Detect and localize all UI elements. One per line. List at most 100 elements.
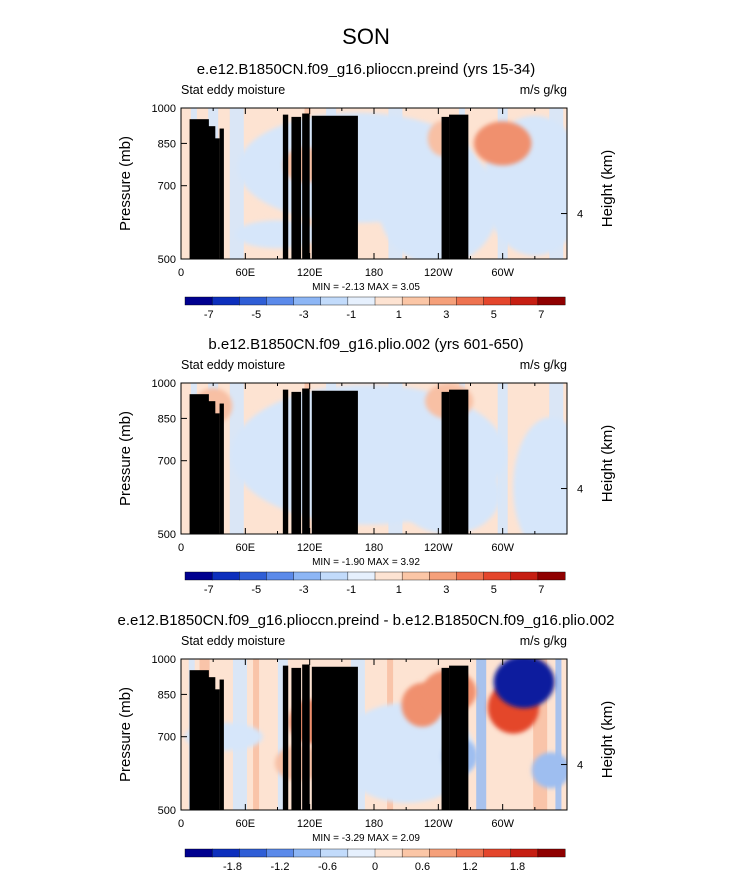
colorbar-swatch — [293, 571, 322, 581]
colorbar-swatch — [239, 571, 267, 581]
colorbar-swatch — [483, 848, 512, 858]
plot-area — [181, 659, 567, 810]
ytick-label: 500 — [158, 805, 176, 817]
y-axis-title-right: Height (km) — [599, 701, 616, 779]
terrain-block — [219, 403, 224, 534]
positive-anomaly — [473, 121, 532, 166]
colorbar-tick-label: 3 — [443, 309, 449, 321]
colorbar-swatch — [401, 296, 430, 306]
min-max-label: MIN = -3.29 MAX = 2.09 — [312, 833, 420, 844]
colorbar-swatch — [483, 296, 512, 306]
xtick-label: 180 — [365, 542, 383, 554]
colorbar-swatch — [374, 848, 403, 858]
terrain-block — [311, 115, 358, 259]
colorbar-tick-label: 0.6 — [415, 861, 430, 873]
y-axis-title-right: Height (km) — [599, 150, 616, 228]
colorbar-swatch — [266, 848, 295, 858]
colorbar-swatch — [184, 571, 213, 581]
plot-area — [181, 383, 567, 534]
terrain-block — [282, 114, 289, 259]
xtick-label: 120W — [424, 818, 453, 830]
colorbar-swatch — [483, 571, 512, 581]
terrain-block — [441, 667, 450, 810]
colorbar-swatch — [211, 571, 240, 581]
field-streak — [476, 659, 487, 810]
ytick-label: 500 — [158, 529, 176, 541]
colorbar-tick-label: 1.2 — [462, 861, 477, 873]
units-label: m/s g/kg — [520, 358, 567, 372]
terrain-block — [219, 128, 224, 259]
terrain-block — [291, 391, 302, 534]
field-streak — [555, 659, 562, 810]
ytick-label: 1000 — [152, 103, 176, 115]
colorbar-tick-label: -7 — [204, 309, 214, 321]
colorbar-swatch — [456, 571, 485, 581]
colorbar-swatch — [211, 296, 240, 306]
terrain-block — [441, 116, 450, 259]
field-label: Stat eddy moisture — [181, 358, 285, 372]
terrain-block — [208, 413, 220, 534]
colorbar-swatch — [239, 848, 267, 858]
colorbar-tick-label: 1 — [396, 584, 402, 596]
colorbar-swatch — [293, 296, 322, 306]
colorbar-swatch — [401, 571, 430, 581]
panel-title: e.e12.B1850CN.f09_g16.plioccn.preind - b… — [117, 612, 614, 629]
colorbar-swatch — [374, 571, 403, 581]
colorbar-swatch — [320, 571, 349, 581]
terrain-block — [208, 138, 220, 259]
min-max-label: MIN = -1.90 MAX = 3.92 — [312, 557, 420, 568]
ytick-label: 850 — [158, 413, 176, 425]
panel-title: b.e12.B1850CN.f09_g16.plio.002 (yrs 601-… — [208, 336, 523, 353]
colorbar-swatch — [347, 848, 376, 858]
terrain-block — [449, 389, 469, 534]
colorbar-tick-label: -1 — [346, 309, 356, 321]
field-label: Stat eddy moisture — [181, 83, 285, 97]
xtick-label: 60E — [236, 267, 256, 279]
colorbar-swatch — [456, 848, 485, 858]
colorbar-swatch — [374, 296, 403, 306]
colorbar-swatch — [320, 848, 349, 858]
xtick-label: 120E — [297, 542, 323, 554]
panel-1: e.e12.B1850CN.f09_g16.plioccn.preind (yr… — [117, 61, 616, 321]
colorbar-tick-label: -7 — [204, 584, 214, 596]
terrain-block — [302, 388, 310, 534]
xtick-label: 120E — [297, 267, 323, 279]
terrain-block — [208, 689, 220, 810]
negative-region — [337, 702, 475, 803]
terrain-block — [449, 114, 469, 259]
colorbar-swatch — [211, 848, 240, 858]
colorbar-swatch — [293, 848, 322, 858]
terrain-block — [291, 667, 302, 810]
ytick-label: 700 — [158, 456, 176, 468]
height-tick-label: 4 — [577, 484, 583, 496]
xtick-label: 60W — [491, 818, 514, 830]
xtick-label: 0 — [178, 542, 184, 554]
terrain-block — [449, 665, 469, 810]
colorbar-tick-label: 1.8 — [510, 861, 525, 873]
colorbar-swatch — [537, 296, 566, 306]
colorbar-tick-label: 1 — [396, 309, 402, 321]
colorbar-swatch — [347, 296, 376, 306]
colorbar-swatch — [537, 848, 566, 858]
xtick-label: 120E — [297, 818, 323, 830]
colorbar-swatch — [266, 296, 295, 306]
colorbar-tick-label: -1.8 — [223, 861, 242, 873]
colorbar-swatch — [184, 848, 213, 858]
colorbar-tick-label: -5 — [251, 309, 261, 321]
colorbar-tick-label: -1 — [346, 584, 356, 596]
panel-title: e.e12.B1850CN.f09_g16.plioccn.preind (yr… — [197, 61, 536, 78]
xtick-label: 60E — [236, 818, 256, 830]
xtick-label: 120W — [424, 542, 453, 554]
y-axis-title-right: Height (km) — [599, 425, 616, 503]
colorbar-swatch — [456, 296, 485, 306]
y-axis-title: Pressure (mb) — [117, 687, 134, 782]
terrain-block — [311, 666, 358, 810]
colorbar-swatch — [266, 571, 295, 581]
ytick-label: 850 — [158, 689, 176, 701]
ytick-label: 500 — [158, 254, 176, 266]
terrain-block — [302, 664, 310, 810]
y-axis-title: Pressure (mb) — [117, 136, 134, 231]
colorbar-tick-label: -1.2 — [271, 861, 290, 873]
colorbar-tick-label: 5 — [491, 584, 497, 596]
xtick-label: 180 — [365, 818, 383, 830]
